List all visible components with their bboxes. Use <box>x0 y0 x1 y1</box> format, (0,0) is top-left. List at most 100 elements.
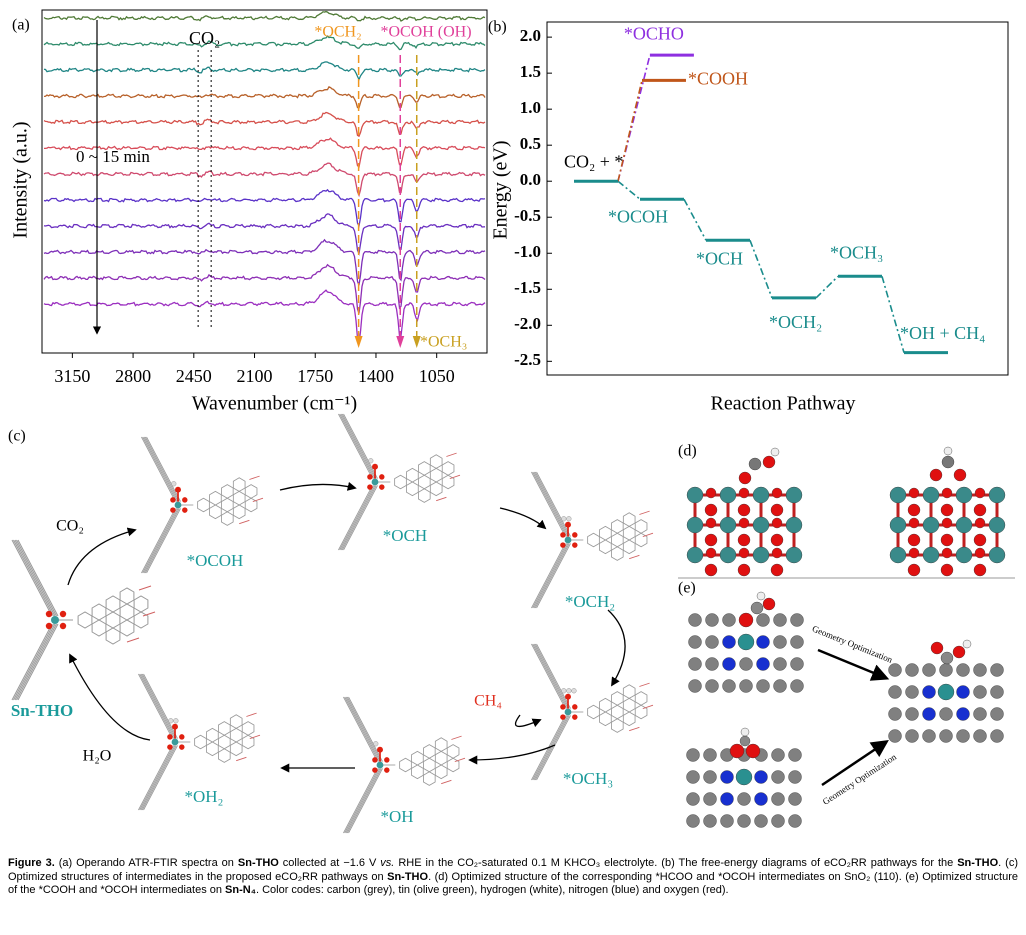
bond <box>139 745 175 811</box>
bond <box>534 471 570 537</box>
ring <box>434 764 448 780</box>
ring <box>119 603 135 621</box>
bond <box>144 508 180 574</box>
bond <box>139 673 175 739</box>
bond <box>143 508 179 574</box>
ring <box>241 721 255 736</box>
bond <box>246 712 257 717</box>
figure: (a) 3150 2800 2450 2100 1750 1400 1050 Wavenumbe… <box>8 9 1015 834</box>
ring <box>194 734 207 750</box>
ring <box>105 627 121 645</box>
reaction-arrow <box>468 744 556 765</box>
bond <box>14 539 56 617</box>
tin-atom <box>174 501 182 509</box>
carbon-atom <box>771 748 785 762</box>
oxygen-atom <box>973 563 987 577</box>
tin-atom <box>955 486 973 504</box>
bond <box>454 757 466 763</box>
caption-text: vs. <box>380 857 395 869</box>
bond <box>340 413 376 479</box>
carbon-atom <box>790 657 804 671</box>
carbon-atom <box>790 635 804 649</box>
band-arrowhead <box>412 336 421 348</box>
caption-text: Figure 3. <box>8 857 55 869</box>
spectrum-trace <box>43 85 486 109</box>
oxygen-atom <box>940 533 954 547</box>
reaction-arrow <box>514 714 542 728</box>
nitrogen-atom <box>754 770 768 784</box>
ring <box>221 484 234 499</box>
bond <box>249 734 261 740</box>
spectrum-trace <box>43 188 486 229</box>
x-tick-label: 2100 <box>237 366 273 386</box>
oxygen-atom <box>974 487 986 499</box>
spectrum-trace <box>43 35 486 51</box>
bond <box>143 436 179 502</box>
oxygen-atom <box>908 547 920 559</box>
oxygen-atom <box>565 693 571 700</box>
molecule <box>141 436 264 574</box>
carbon-atom <box>788 748 802 762</box>
tin-atom <box>719 516 737 534</box>
x-tick-label: 2450 <box>176 366 212 386</box>
hydrogen-atom <box>561 516 567 522</box>
ring <box>611 519 624 534</box>
carbon-atom <box>750 601 764 615</box>
oxygen-atom <box>560 704 566 710</box>
bond <box>236 756 247 762</box>
carbon-atom <box>705 613 719 627</box>
oxygen-atom <box>167 734 173 740</box>
nitrogen-atom <box>754 792 768 806</box>
optimization-arrow <box>817 648 890 681</box>
bond <box>533 715 569 781</box>
y-tick-label: -0.5 <box>514 206 541 225</box>
molecule <box>138 673 261 811</box>
bond <box>534 543 570 609</box>
nitrogen-atom <box>922 685 936 699</box>
spectrum-trace <box>43 61 486 82</box>
ring <box>587 532 600 548</box>
carbon-atom <box>939 707 953 721</box>
bond <box>338 485 373 551</box>
ring <box>206 727 219 743</box>
oxygen-atom <box>770 533 784 547</box>
ring <box>634 704 648 720</box>
ring <box>232 504 246 520</box>
tin-atom <box>686 516 704 534</box>
bond <box>344 768 380 834</box>
bond <box>146 508 181 574</box>
y-axis-label: Energy (eV) <box>490 140 512 239</box>
oxygen-atom <box>379 474 385 480</box>
bond <box>339 413 375 479</box>
ring <box>77 611 93 629</box>
carbon-atom <box>973 729 987 743</box>
ring <box>218 721 231 736</box>
ring <box>119 587 135 605</box>
carbon-atom <box>790 613 804 627</box>
bond <box>536 471 571 537</box>
carbon-atom <box>773 657 787 671</box>
level-label: *COOH <box>688 68 748 88</box>
molecule <box>531 643 654 781</box>
caption: Figure 3. (a) Operando ATR-FTIR spectra … <box>8 857 1018 898</box>
oxygen-atom <box>908 517 920 529</box>
oxygen-atom <box>704 503 718 517</box>
oxygen-atom <box>572 714 578 720</box>
level-label: *OH + CH₄ <box>900 323 985 343</box>
y-tick-label: 1.5 <box>520 62 541 81</box>
ring <box>244 497 258 513</box>
ring <box>206 741 219 757</box>
tin-atom <box>988 516 1006 534</box>
oxygen-atom <box>907 533 921 547</box>
oxygen-atom <box>738 612 754 628</box>
oxygen-atom <box>907 563 921 577</box>
carbon-atom <box>773 613 787 627</box>
carbon-atom <box>973 707 987 721</box>
bond <box>346 696 382 762</box>
ring <box>411 764 424 780</box>
carbon-atom <box>973 663 987 677</box>
caption-text: (a) Operando ATR-FTIR spectra on <box>54 857 238 869</box>
oxygen-atom <box>367 474 373 480</box>
oxygen-atom <box>762 455 776 469</box>
spectrum-trace <box>43 10 486 22</box>
